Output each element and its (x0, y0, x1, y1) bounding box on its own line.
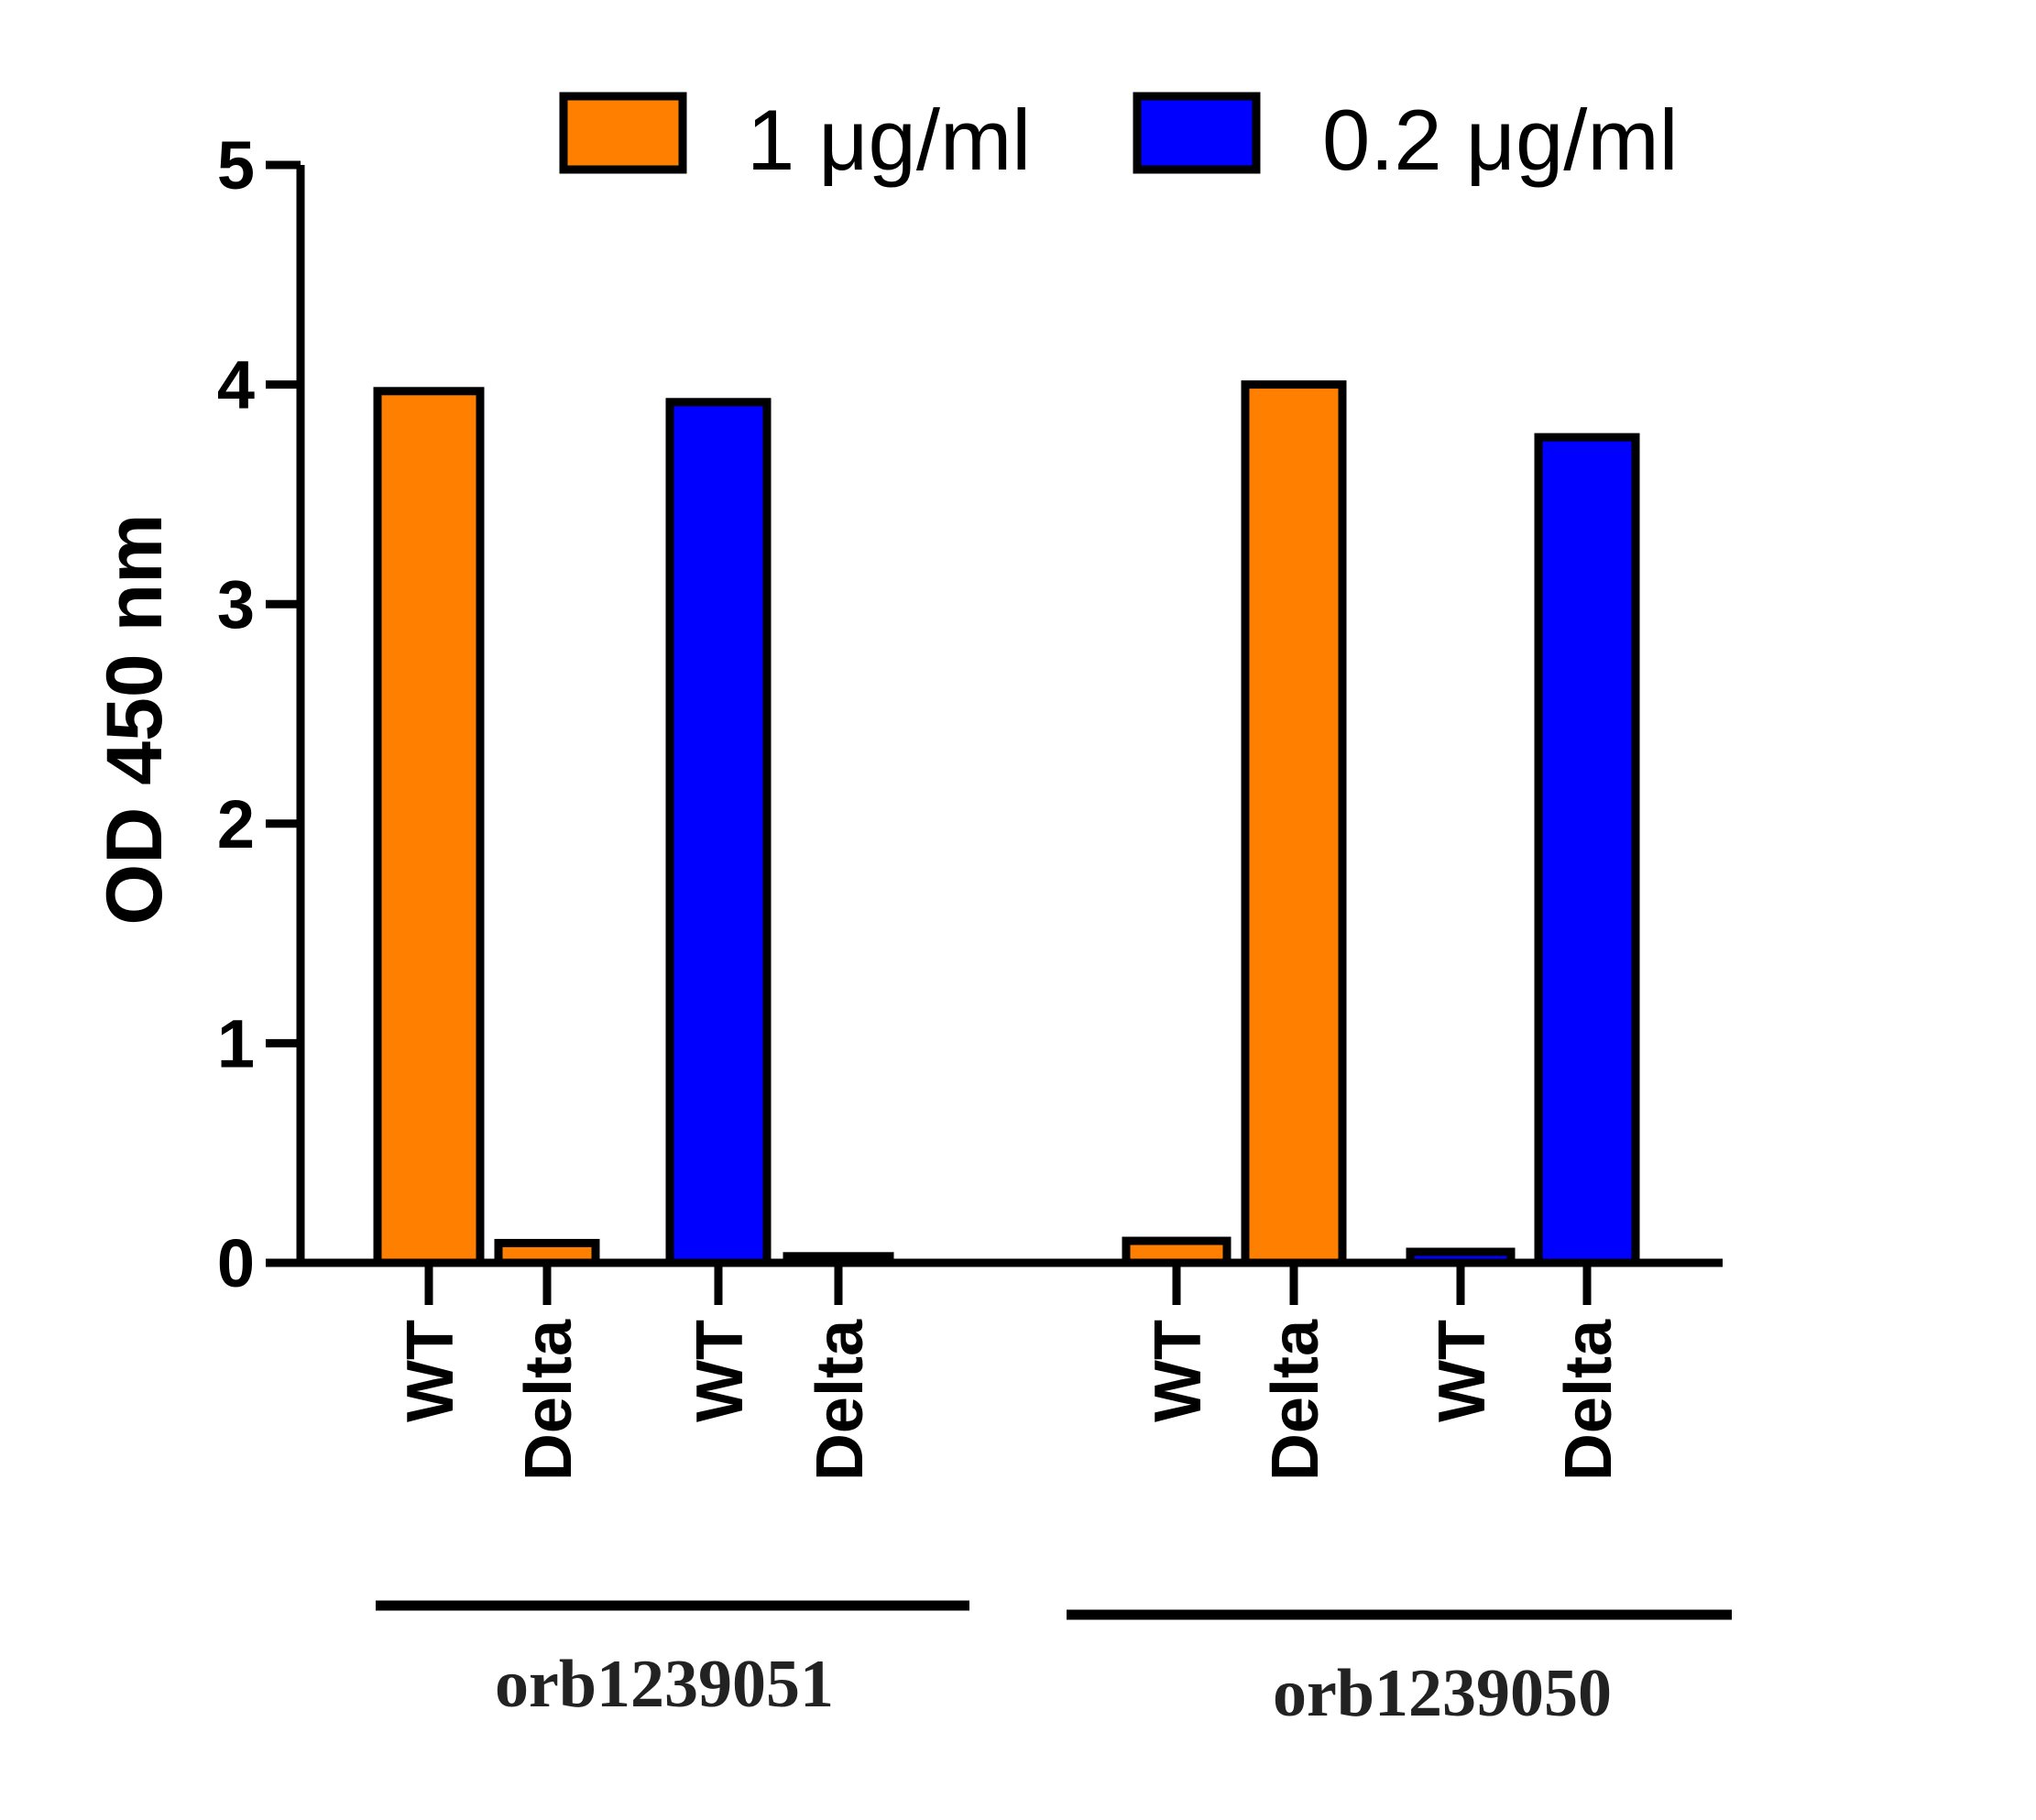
bar-orb1239051-wt-series1 (373, 387, 485, 1267)
bar-orb1239051-wt-series2 (665, 398, 772, 1267)
x-category-label: WT (1142, 1320, 1215, 1422)
axes-layer: WT Delta WT Delta WT Delta WT Delta 0 1 2 3 4 5 (217, 127, 1723, 1481)
y-tick-label: 2 (217, 786, 255, 862)
bar-orb1239050-delta-series2 (1534, 433, 1640, 1267)
legend-swatch (1133, 92, 1261, 174)
y-tick-label: 3 (217, 566, 255, 642)
x-category-label: WT (1426, 1320, 1499, 1422)
y-tick-label: 4 (217, 347, 255, 423)
group-label: orb1239051 (495, 1647, 834, 1722)
y-tick-label: 0 (217, 1225, 255, 1301)
legend-label: 0.2 μg/ml (1322, 92, 1679, 188)
y-tick-label: 5 (217, 127, 255, 203)
x-category-label: Delta (512, 1319, 586, 1481)
x-category-label: Delta (804, 1319, 877, 1481)
bars-layer (373, 380, 1640, 1267)
x-category-label: WT (684, 1320, 757, 1422)
x-category-label: Delta (1259, 1319, 1332, 1481)
legend-label: 1 μg/ml (747, 92, 1031, 188)
legend: 1 μg/ml 0.2 μg/ml (559, 92, 1679, 188)
y-tick-label: 1 (217, 1005, 255, 1081)
x-category-label: Delta (1552, 1319, 1626, 1481)
x-category-label: WT (394, 1320, 467, 1422)
y-axis-title: OD 450 nm (91, 513, 179, 925)
bar-orb1239050-delta-series1 (1241, 380, 1347, 1267)
legend-swatch (559, 92, 687, 174)
group-label: orb1239050 (1273, 1656, 1612, 1731)
group-labels-layer: orb1239051 orb1239050 (376, 1600, 1732, 1731)
